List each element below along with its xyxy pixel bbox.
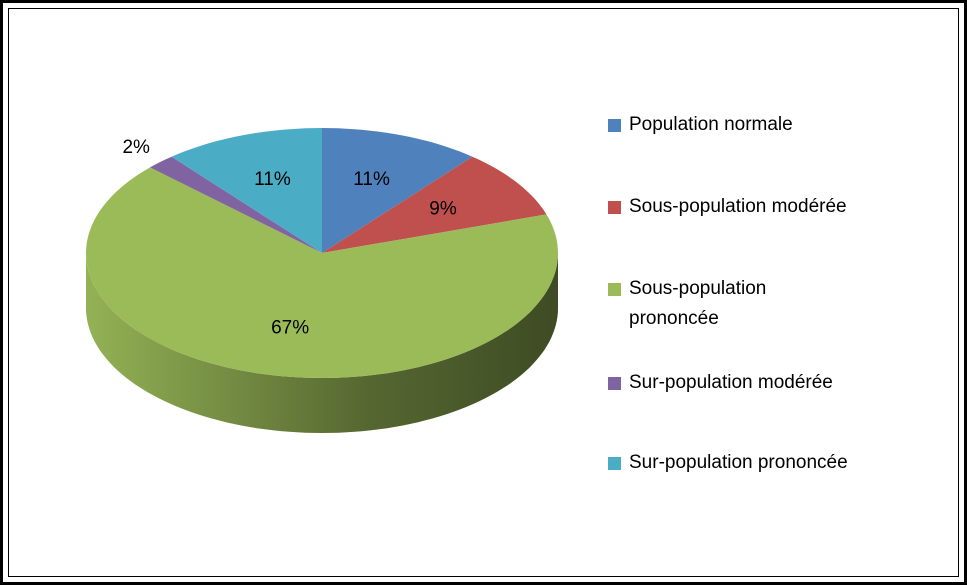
legend-item: Sur-population prononcée <box>608 448 938 478</box>
legend-item: Sur-population modérée <box>608 368 938 398</box>
data-label: 11% <box>254 169 291 190</box>
inner-border <box>8 8 959 577</box>
legend-item: Population normale <box>608 110 938 140</box>
slice <box>86 167 558 378</box>
data-label: 11% <box>353 169 390 190</box>
legend-swatch <box>608 119 621 132</box>
slice <box>150 156 322 253</box>
legend-label: Sous-population prononcée <box>629 278 767 329</box>
legend-label: Sous-population modérée <box>629 196 847 217</box>
data-label: 9% <box>429 198 457 219</box>
legend-label: Sur-population modérée <box>629 372 833 393</box>
legend-item: Sous-population modérée <box>608 192 938 222</box>
legend-item: Sous-population prononcée <box>608 274 848 334</box>
legend-swatch <box>608 457 621 470</box>
slice <box>171 128 322 253</box>
data-label: 67% <box>271 318 309 339</box>
slice <box>322 156 547 253</box>
data-label: 2% <box>122 137 150 158</box>
slice <box>322 128 473 253</box>
legend-label: Sur-population prononcée <box>629 452 848 473</box>
legend-swatch <box>608 377 621 390</box>
slice-side-shade <box>86 253 558 433</box>
legend-label: Population normale <box>629 114 793 135</box>
legend-swatch <box>608 283 621 296</box>
legend-swatch <box>608 201 621 214</box>
